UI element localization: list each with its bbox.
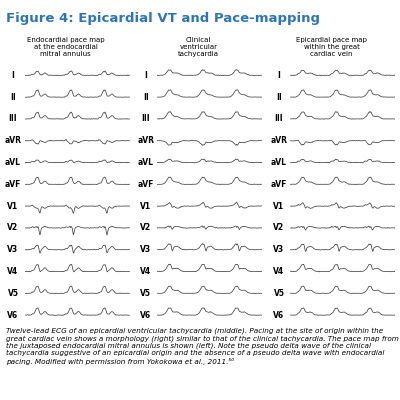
- Text: aVL: aVL: [138, 158, 154, 167]
- Text: V5: V5: [8, 289, 18, 298]
- Text: II: II: [143, 93, 149, 102]
- Text: Twelve-lead ECG of an epicardial ventricular tachycardia (middle). Pacing at the: Twelve-lead ECG of an epicardial ventric…: [6, 328, 399, 365]
- Text: V2: V2: [274, 223, 284, 232]
- Text: III: III: [9, 114, 17, 123]
- Text: aVF: aVF: [271, 180, 287, 189]
- Text: aVR: aVR: [270, 136, 288, 145]
- Text: V1: V1: [140, 202, 151, 210]
- Text: V6: V6: [140, 311, 151, 320]
- Text: V4: V4: [8, 267, 18, 276]
- Text: aVF: aVF: [5, 180, 21, 189]
- Text: V6: V6: [274, 311, 284, 320]
- Text: Endocardial pace map
at the endocardial
mitral annulus: Endocardial pace map at the endocardial …: [27, 37, 105, 57]
- Text: V3: V3: [8, 245, 18, 254]
- Text: aVL: aVL: [5, 158, 21, 167]
- Text: aVF: aVF: [138, 180, 154, 189]
- Text: I: I: [278, 71, 280, 80]
- Text: V5: V5: [140, 289, 151, 298]
- Text: V6: V6: [8, 311, 18, 320]
- Text: V4: V4: [274, 267, 284, 276]
- Text: V2: V2: [140, 223, 151, 232]
- Text: V1: V1: [274, 202, 284, 210]
- Text: Epicardial pace map
within the great
cardiac vein: Epicardial pace map within the great car…: [296, 37, 367, 57]
- Text: aVR: aVR: [4, 136, 22, 145]
- Text: I: I: [144, 71, 147, 80]
- Text: I: I: [12, 71, 14, 80]
- Text: V3: V3: [140, 245, 151, 254]
- Text: V1: V1: [8, 202, 18, 210]
- Text: II: II: [10, 93, 16, 102]
- Text: II: II: [276, 93, 282, 102]
- Text: V2: V2: [8, 223, 18, 232]
- Text: aVL: aVL: [271, 158, 287, 167]
- Text: aVR: aVR: [137, 136, 154, 145]
- Text: III: III: [142, 114, 150, 123]
- Text: Clinical
ventricular
tachycardia: Clinical ventricular tachycardia: [178, 37, 219, 57]
- Text: III: III: [275, 114, 283, 123]
- Text: V3: V3: [274, 245, 284, 254]
- Text: V4: V4: [140, 267, 151, 276]
- Text: V5: V5: [274, 289, 284, 298]
- Text: Figure 4: Epicardial VT and Pace-mapping: Figure 4: Epicardial VT and Pace-mapping: [6, 12, 320, 24]
